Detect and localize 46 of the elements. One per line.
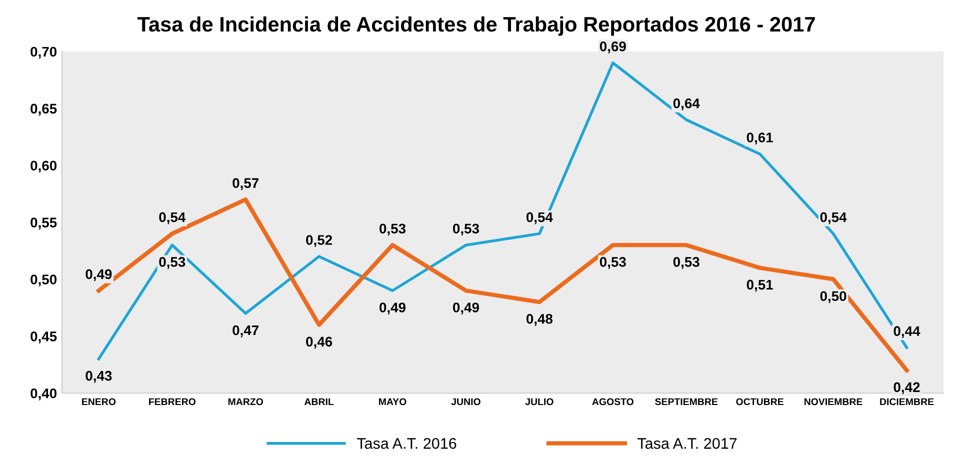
data-label: 0,53 [453,224,479,236]
x-tick-label: MARZO [228,398,264,406]
legend-label: Tasa A.T. 2017 [637,438,737,449]
data-label: 0,49 [86,269,112,282]
x-tick-label: ENERO [82,398,116,406]
y-tick-label: 0,60 [30,160,57,173]
data-label: 0,53 [673,257,700,269]
y-tick-label: 0,45 [30,332,57,344]
data-label: 0,46 [306,336,332,349]
x-tick-label: NOVIEMBRE [804,398,862,406]
y-tick-label: 0,70 [30,46,57,59]
data-label: 0,64 [673,98,700,110]
data-label: 0,53 [600,257,626,269]
data-label: 0,53 [380,224,406,236]
data-label: 0,57 [232,178,259,190]
data-label: 0,54 [526,212,553,224]
data-label: 0,42 [894,382,920,394]
data-label: 0,61 [746,132,773,144]
x-tick-label: AGOSTO [592,398,634,406]
y-tick-label: 0,55 [30,218,57,230]
x-tick-label: OCTUBRE [736,398,784,406]
x-tick-label: SEPTIEMBRE [655,398,718,406]
legend-label: Tasa A.T. 2016 [357,438,456,449]
y-tick-label: 0,40 [30,388,57,400]
data-label: 0,52 [306,235,332,247]
data-label: 0,54 [159,212,186,224]
data-label: 0,49 [380,302,406,314]
x-tick-label: MAYO [379,398,406,406]
data-label: 0,69 [600,41,626,54]
data-label: 0,51 [746,280,773,292]
data-label: 0,44 [894,326,920,338]
y-tick-label: 0,65 [30,104,57,116]
chart-title: Tasa de Incidencia de Accidentes de Trabajo Reportados 2016 - 2017 [138,16,815,36]
x-tick-label: DICIEMBRE [880,398,934,406]
data-label: 0,43 [86,370,112,383]
x-tick-label: JUNIO [451,398,480,406]
data-label: 0,54 [820,212,847,224]
data-label: 0,53 [159,257,186,269]
data-label: 0,50 [820,291,846,304]
x-tick-label: ABRIL [304,398,334,406]
y-tick-label: 0,50 [30,274,57,286]
data-label: 0,47 [232,325,259,338]
x-tick-label: FEBRERO [149,398,196,406]
data-label: 0,49 [453,302,479,314]
data-label: 0,48 [526,314,553,326]
x-tick-label: JULIO [525,398,554,406]
